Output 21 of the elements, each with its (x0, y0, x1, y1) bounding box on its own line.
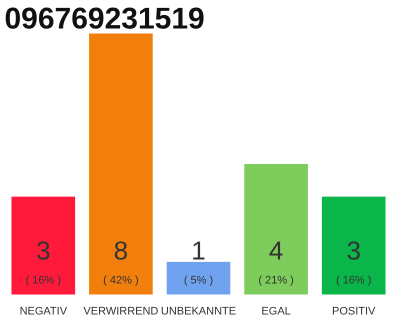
bar (89, 34, 153, 294)
x-tick-label: EGAL (261, 306, 291, 318)
data-label: 3 (346, 235, 361, 266)
x-tick-label: POSITIV (332, 306, 376, 318)
x-tick-label: NEGATIV (20, 306, 68, 318)
bar (322, 196, 386, 294)
x-tick-label: UNBEKANNTE (160, 306, 236, 318)
bar (166, 262, 230, 294)
annotation: ( 5% ) (184, 274, 214, 287)
data-label: 1 (191, 235, 206, 266)
chart-title: 096769231519 (4, 2, 205, 36)
annotation: ( 21% ) (258, 274, 294, 287)
annotation: ( 16% ) (336, 274, 372, 287)
annotation: ( 42% ) (103, 274, 139, 287)
bar (244, 164, 308, 294)
data-label: 4 (268, 235, 284, 266)
x-tick-label: VERWIRREND (83, 306, 158, 318)
data-label: 3 (36, 235, 51, 266)
annotation: ( 16% ) (26, 274, 62, 287)
bar (11, 196, 76, 294)
data-label: 8 (114, 235, 128, 266)
